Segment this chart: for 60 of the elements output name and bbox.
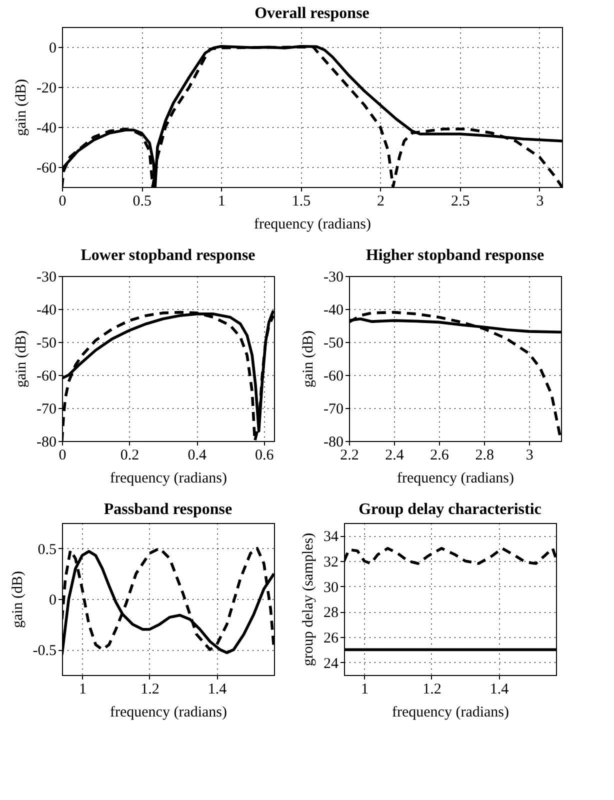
y-tick-label: -50 (36, 336, 56, 352)
y-tick-label: -0.5 (32, 643, 56, 660)
y-axis-title: gain (dB) (300, 330, 317, 388)
y-tick-label: 34 (324, 529, 339, 546)
y-axis-title: gain (dB) (14, 78, 30, 136)
x-tick-label: 3 (526, 448, 534, 464)
y-axis-title: gain (dB) (10, 570, 26, 628)
y-tick-label: -80 (324, 434, 344, 450)
y-tick-label: 0.5 (38, 542, 56, 558)
y-axis-title: group delay (samples) (300, 532, 316, 666)
x-tick-label: 2.6 (430, 448, 450, 464)
chart-title: Group delay characteristic (358, 501, 542, 518)
y-tick-label: 28 (324, 605, 338, 622)
y-tick-label: -30 (36, 270, 56, 286)
x-axis-title: frequency (radians) (254, 216, 372, 232)
chart-title: Overall response (254, 5, 370, 22)
y-tick-label: 24 (324, 656, 339, 672)
x-tick-label: 1 (360, 682, 368, 698)
x-tick-label: 1.2 (422, 682, 442, 698)
x-tick-label: 1 (218, 194, 226, 210)
y-tick-label: 0 (49, 40, 56, 56)
y-tick-label: -40 (324, 302, 344, 318)
x-tick-label: 2.8 (475, 448, 494, 464)
x-tick-label: 0.4 (188, 448, 207, 464)
y-tick-label: -60 (36, 160, 56, 176)
x-tick-label: 0.5 (132, 194, 152, 210)
y-axis-title: gain (dB) (14, 330, 30, 388)
y-tick-label: -20 (36, 80, 56, 96)
x-tick-label: 1 (78, 682, 86, 698)
chart-title: Lower stopband response (80, 247, 256, 264)
y-tick-label: -50 (324, 336, 344, 352)
x-tick-label: 1.5 (292, 194, 311, 210)
y-tick-label: -70 (36, 402, 56, 418)
x-axis-title: frequency (radians) (110, 470, 228, 486)
x-tick-label: 1.4 (208, 682, 228, 698)
x-axis-title: frequency (radians) (110, 704, 228, 720)
y-tick-label: -70 (324, 402, 344, 418)
x-tick-label: 0.6 (255, 448, 274, 464)
y-tick-label: -40 (36, 302, 56, 318)
y-tick-label: -40 (36, 120, 56, 136)
x-axis-title: frequency (radians) (392, 704, 510, 720)
x-tick-label: 2 (377, 194, 385, 210)
x-tick-label: 2.2 (340, 448, 359, 464)
x-tick-label: 3 (536, 194, 544, 210)
y-tick-label: -80 (36, 434, 56, 450)
x-tick-label: 0.2 (120, 448, 140, 464)
chart-title: Passband response (104, 501, 232, 518)
y-tick-label: 30 (324, 580, 338, 596)
x-tick-label: 2.4 (385, 448, 404, 464)
y-tick-label: -30 (324, 270, 344, 286)
y-tick-label: 0 (49, 592, 56, 608)
y-tick-label: 32 (324, 554, 338, 570)
y-tick-label: -60 (324, 368, 344, 384)
x-tick-label: 1.2 (140, 682, 160, 698)
y-tick-label: 26 (324, 630, 339, 646)
y-tick-label: -60 (36, 368, 56, 384)
x-tick-label: 1.4 (490, 682, 510, 698)
chart-title: Higher stopband response (366, 247, 544, 264)
x-axis-title: frequency (radians) (396, 470, 514, 486)
x-tick-label: 2.5 (451, 194, 470, 210)
